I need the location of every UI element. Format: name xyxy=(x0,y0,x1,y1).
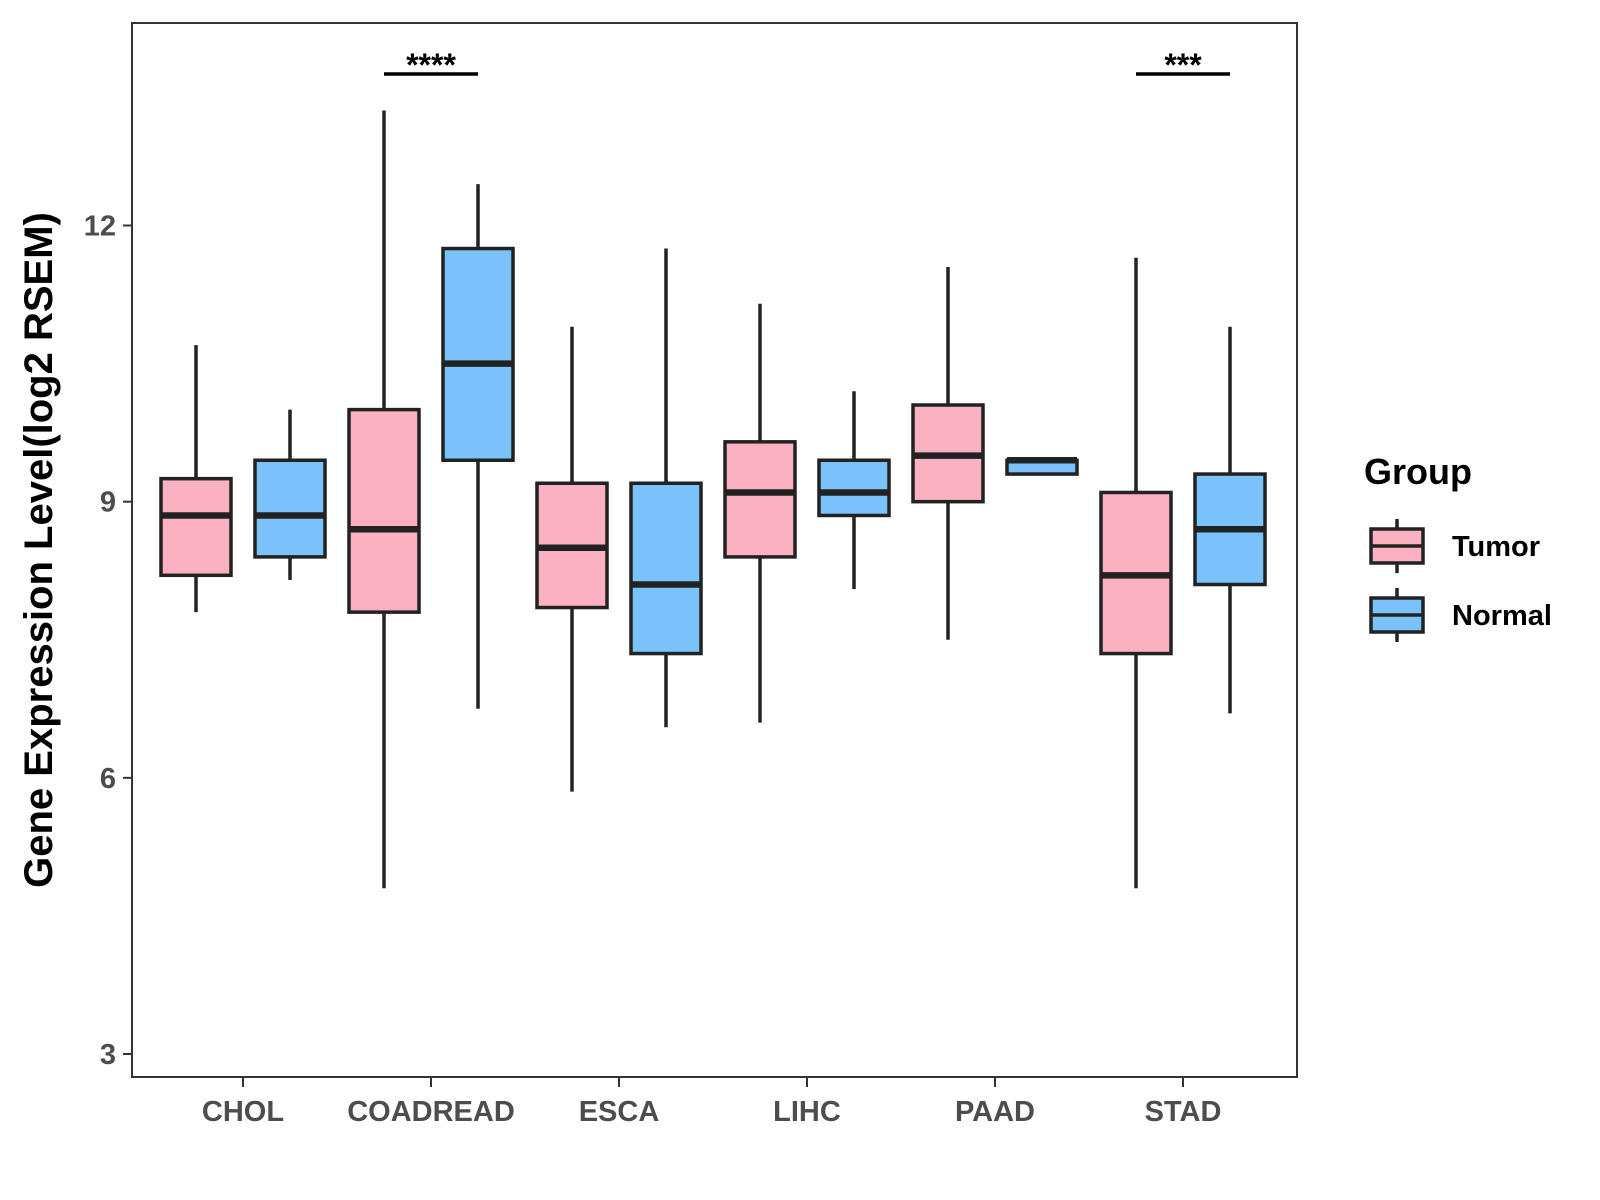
y-tick-label: 6 xyxy=(100,763,116,795)
box-body xyxy=(347,407,421,614)
legend-item-normal: Normal xyxy=(1369,588,1552,642)
significance-label: **** xyxy=(406,47,456,83)
legend: Group Tumor Normal xyxy=(1364,451,1552,642)
box-tumor-stad xyxy=(1099,257,1173,889)
legend-title: Group xyxy=(1364,451,1472,492)
plot-panel-border xyxy=(131,22,1298,1078)
box-body xyxy=(629,481,703,656)
box-normal-esca xyxy=(629,248,703,728)
box-body xyxy=(817,458,891,518)
significance-label: *** xyxy=(1164,47,1202,83)
y-tick-label: 3 xyxy=(100,1039,116,1071)
legend-label: Normal xyxy=(1452,600,1552,632)
y-tick-label: 9 xyxy=(100,487,116,519)
box-body xyxy=(723,440,797,559)
box-normal-lihc xyxy=(817,391,891,590)
x-tick-label: CHOL xyxy=(202,1096,284,1128)
x-tick-label: ESCA xyxy=(579,1096,660,1128)
box-tumor-paad xyxy=(911,266,985,640)
box-normal-coadread xyxy=(441,184,515,709)
x-tick-label: COADREAD xyxy=(347,1096,515,1128)
legend-item-tumor: Tumor xyxy=(1369,519,1540,573)
plot-marks: **** *** xyxy=(159,47,1267,889)
box-body xyxy=(253,458,327,559)
box-normal-chol xyxy=(253,409,327,580)
x-tick-label: PAAD xyxy=(955,1096,1035,1128)
box-body xyxy=(441,246,515,462)
box-tumor-esca xyxy=(535,326,609,792)
x-axis: CHOL COADREAD ESCA LIHC PAAD STAD xyxy=(202,1077,1221,1128)
box-normal-paad xyxy=(1005,456,1079,476)
y-axis: 3 6 9 12 xyxy=(84,211,132,1071)
box-tumor-lihc xyxy=(723,303,797,723)
x-tick-label: LIHC xyxy=(773,1096,841,1128)
legend-label: Tumor xyxy=(1452,531,1540,563)
y-tick-label: 12 xyxy=(84,211,116,243)
box-body xyxy=(159,476,233,578)
y-axis-title: Gene Expression Level(log2 RSEM) xyxy=(17,212,61,888)
box-normal-stad xyxy=(1193,326,1267,714)
significance-stad: *** xyxy=(1136,47,1230,83)
x-tick-label: STAD xyxy=(1145,1096,1222,1128)
significance-coadread: **** xyxy=(384,47,478,83)
box-tumor-coadread xyxy=(347,110,421,889)
box-tumor-chol xyxy=(159,345,233,613)
